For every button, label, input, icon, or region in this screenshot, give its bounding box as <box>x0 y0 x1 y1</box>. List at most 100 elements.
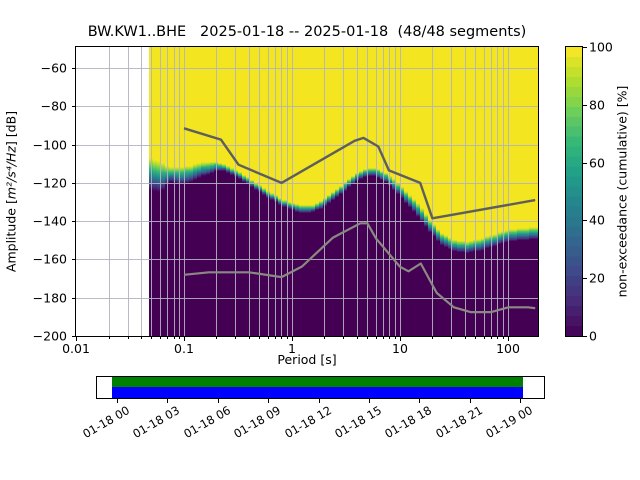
y-tick-label: −200 <box>32 328 67 344</box>
grid-line-horizontal <box>76 183 538 184</box>
x-minor-tick <box>275 336 276 339</box>
x-minor-tick <box>179 336 180 339</box>
heatmap-column <box>343 47 348 336</box>
timeline-tick <box>520 399 521 403</box>
grid-line-vertical <box>324 47 326 336</box>
heatmap-column <box>372 47 377 336</box>
heatmap-column <box>396 47 401 336</box>
noise-model-lines <box>183 127 536 314</box>
grid-line-vertical <box>235 47 237 336</box>
heatmap-column <box>331 47 336 336</box>
heatmap-column <box>246 47 251 336</box>
timeline-tick <box>419 399 420 403</box>
x-major-tick <box>508 336 509 341</box>
heatmap-column <box>444 47 449 336</box>
grid-line-horizontal <box>76 259 538 260</box>
heatmap-column <box>363 47 368 336</box>
x-minor-tick <box>160 336 161 339</box>
heatmap-column <box>432 47 437 336</box>
x-minor-tick <box>128 336 129 339</box>
grid-line-vertical <box>491 47 493 336</box>
grid-line-vertical <box>367 47 369 336</box>
heatmap-column <box>359 47 364 336</box>
heatmap-column <box>262 47 267 336</box>
heatmap-column <box>161 47 166 336</box>
x-minor-tick <box>383 336 384 339</box>
heatmap-column <box>388 47 393 336</box>
timeline-tick-label: 01-19 00 <box>483 403 535 441</box>
grid-line-vertical <box>464 47 466 336</box>
x-minor-tick <box>167 336 168 339</box>
heatmap-column <box>153 47 158 336</box>
heatmap-column <box>347 47 352 336</box>
heatmap-column <box>457 47 462 336</box>
heatmap-column <box>303 47 308 336</box>
heatmap-column <box>428 47 433 336</box>
heatmap-column <box>376 47 381 336</box>
x-minor-tick <box>389 336 390 339</box>
y-tick-label: −180 <box>32 290 67 306</box>
y-tick-label: −160 <box>32 251 67 267</box>
heatmap-column <box>400 47 405 336</box>
heatmap-column <box>287 47 292 336</box>
grid-line-vertical <box>502 47 504 336</box>
y-tick <box>72 106 76 107</box>
heatmap-column <box>274 47 279 336</box>
heatmap-column <box>323 47 328 336</box>
x-minor-tick <box>376 336 377 339</box>
grid-line-vertical <box>383 47 385 336</box>
timeline-tick-label: 01-18 06 <box>181 403 233 441</box>
y-tick <box>72 336 76 337</box>
heatmap-column <box>505 47 510 336</box>
timeline-tick-label: 01-18 03 <box>130 403 182 441</box>
y-tick <box>72 259 76 260</box>
grid-line-vertical <box>389 47 391 336</box>
heatmap-column <box>533 47 538 336</box>
x-major-tick <box>184 336 185 341</box>
nlnm-line <box>183 222 536 314</box>
x-minor-tick <box>484 336 485 339</box>
grid-line-horizontal <box>76 68 538 69</box>
heatmap-column <box>481 47 486 336</box>
x-minor-tick <box>475 336 476 339</box>
grid-line-vertical <box>259 47 261 336</box>
grid-line-vertical <box>127 47 129 336</box>
heatmap-column <box>465 47 470 336</box>
x-minor-tick <box>491 336 492 339</box>
timeline-tick <box>369 399 370 403</box>
y-tick <box>72 68 76 69</box>
timeline-tick-label: 01-18 21 <box>433 403 485 441</box>
heatmap-column <box>258 47 263 336</box>
x-minor-tick <box>216 336 217 339</box>
heatmap-column <box>307 47 312 336</box>
x-tick-label: 1 <box>288 341 296 356</box>
heatmap-column <box>282 47 288 336</box>
y-tick-label: −80 <box>40 98 67 114</box>
colorbar-tick <box>583 220 587 221</box>
x-minor-tick <box>324 336 325 339</box>
heatmap-column <box>339 47 344 336</box>
grid-line-vertical <box>281 47 283 336</box>
y-axis-label-math: m²/s⁴/Hz <box>3 146 19 200</box>
timeline-tick-label: 01-18 12 <box>282 403 334 441</box>
grid-line-vertical <box>179 47 181 336</box>
grid-line-vertical <box>375 47 377 336</box>
heatmap-column <box>327 47 332 336</box>
heatmap-column <box>509 47 514 336</box>
grid-line-vertical <box>497 47 499 336</box>
heatmap-column <box>222 47 227 336</box>
heatmap-column <box>436 47 441 336</box>
grid-line-vertical <box>160 47 162 336</box>
colorbar-tick <box>583 163 587 164</box>
x-major-tick <box>400 336 401 341</box>
x-axis-label: Period [s] <box>277 352 337 367</box>
x-minor-tick <box>281 336 282 339</box>
x-minor-tick <box>451 336 452 339</box>
x-minor-tick <box>367 336 368 339</box>
heatmap-column <box>529 47 534 336</box>
y-tick-label: −120 <box>32 175 67 191</box>
grid-line-vertical <box>475 47 477 336</box>
x-tick-label: 0.01 <box>62 341 90 356</box>
heatmap-column <box>367 47 373 336</box>
